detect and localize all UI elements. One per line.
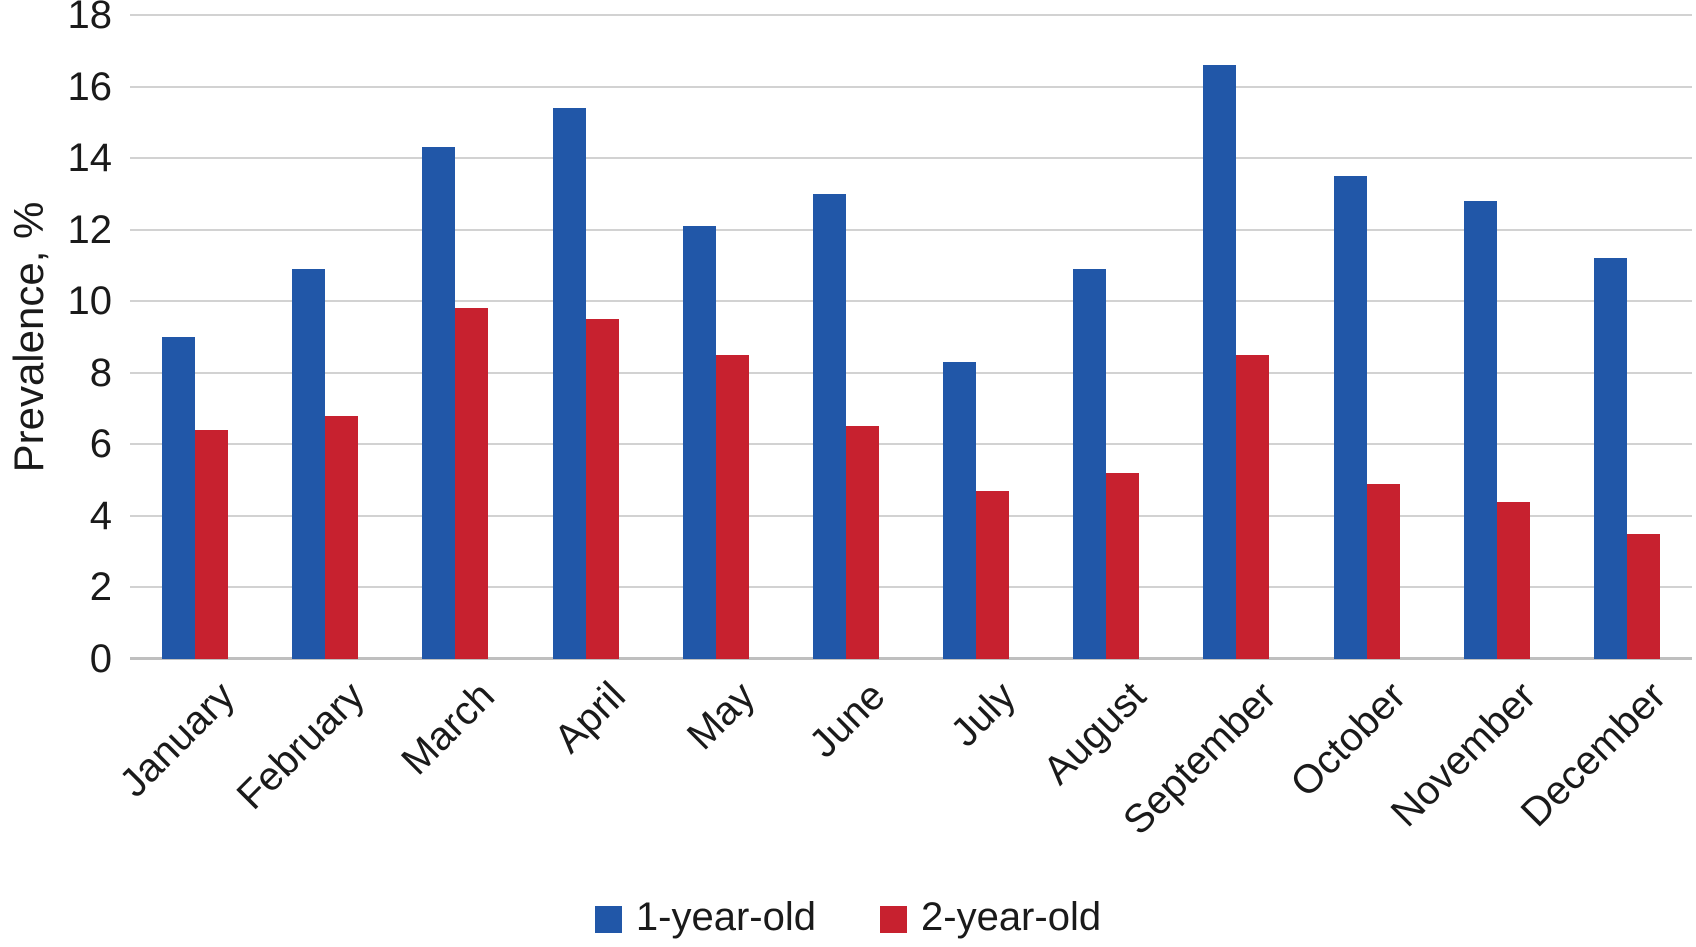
x-axis-line <box>130 657 1692 660</box>
bar-1-year-old-july <box>943 362 977 659</box>
y-tick-label-18: 18 <box>67 0 113 37</box>
bar-1-year-old-february <box>292 269 326 659</box>
y-tick-label-4: 4 <box>89 493 112 538</box>
gridline-2 <box>130 586 1692 589</box>
bar-2-year-old-january <box>195 430 229 659</box>
legend-swatch-2-year-old <box>880 905 907 933</box>
bar-2-year-old-march <box>455 308 489 659</box>
bar-2-year-old-december <box>1626 533 1660 659</box>
x-label-may: May <box>679 673 764 759</box>
y-tick-label-0: 0 <box>89 637 112 681</box>
bar-1-year-old-may <box>682 226 716 659</box>
y-tick-label-10: 10 <box>67 279 113 324</box>
bar-1-year-old-april <box>552 108 586 659</box>
x-label-january: January <box>111 673 243 806</box>
y-tick-label-12: 12 <box>67 207 113 252</box>
bar-2-year-old-april <box>585 319 619 659</box>
bar-1-year-old-august <box>1073 269 1107 659</box>
gridline-10 <box>130 300 1692 303</box>
y-tick-label-8: 8 <box>89 350 112 395</box>
x-label-march: March <box>393 673 504 784</box>
x-label-april: April <box>545 673 634 762</box>
bar-1-year-old-january <box>162 337 196 659</box>
y-tick-label-14: 14 <box>67 136 113 181</box>
bar-1-year-old-september <box>1203 65 1237 659</box>
gridline-14 <box>130 157 1692 160</box>
y-tick-label-2: 2 <box>89 565 112 610</box>
legend-label-2-year-old: 2-year-old <box>921 895 1102 939</box>
gridline-18 <box>130 14 1692 16</box>
bar-1-year-old-june <box>812 193 846 659</box>
bar-1-year-old-march <box>422 147 456 659</box>
bar-2-year-old-november <box>1496 501 1530 659</box>
legend: 1-year-old 2-year-old <box>0 893 1696 941</box>
bar-2-year-old-february <box>325 415 359 659</box>
legend-item-1-year-old: 1-year-old <box>594 893 816 941</box>
x-label-june: June <box>801 673 894 767</box>
x-label-august: August <box>1034 673 1155 793</box>
bar-2-year-old-august <box>1106 472 1140 659</box>
bar-2-year-old-may <box>715 354 749 659</box>
gridline-12 <box>130 228 1692 231</box>
bar-2-year-old-september <box>1236 354 1270 659</box>
gridline-4 <box>130 514 1692 517</box>
gridline-8 <box>130 371 1692 374</box>
x-label-october: October <box>1282 673 1415 806</box>
legend-swatch-1-year-old <box>594 905 622 933</box>
gridline-6 <box>130 443 1692 446</box>
x-label-february: February <box>228 673 374 819</box>
bar-2-year-old-june <box>845 426 879 659</box>
bar-1-year-old-october <box>1333 176 1367 659</box>
bar-2-year-old-october <box>1366 483 1400 659</box>
y-tick-label-16: 16 <box>67 64 113 109</box>
x-label-july: July <box>942 673 1024 756</box>
legend-item-2-year-old: 2-year-old <box>880 893 1101 941</box>
legend-label-1-year-old: 1-year-old <box>635 895 816 939</box>
plot-area <box>130 14 1692 660</box>
bar-2-year-old-july <box>976 490 1010 659</box>
y-tick-label-6: 6 <box>89 422 112 467</box>
gridline-16 <box>130 85 1692 88</box>
bar-1-year-old-december <box>1593 258 1627 659</box>
bar-1-year-old-november <box>1463 201 1497 659</box>
